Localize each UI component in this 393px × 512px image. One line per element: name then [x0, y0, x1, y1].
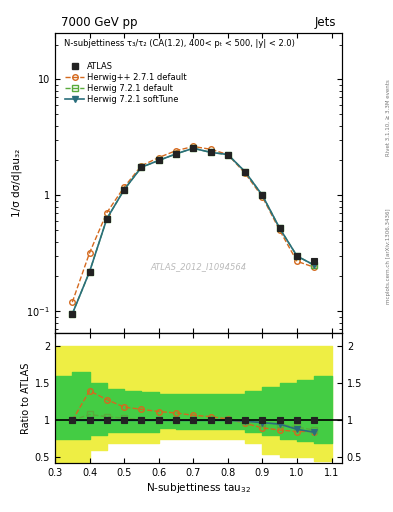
- Y-axis label: Ratio to ATLAS: Ratio to ATLAS: [20, 362, 31, 434]
- Text: ATLAS_2012_I1094564: ATLAS_2012_I1094564: [151, 263, 246, 271]
- X-axis label: N-subjettiness tau$_{32}$: N-subjettiness tau$_{32}$: [146, 481, 251, 495]
- Y-axis label: 1/σ dσ/d|au₃₂: 1/σ dσ/d|au₃₂: [12, 149, 22, 217]
- Text: mcplots.cern.ch [arXiv:1306.3436]: mcplots.cern.ch [arXiv:1306.3436]: [386, 208, 391, 304]
- Text: Jets: Jets: [315, 16, 336, 29]
- Legend: ATLAS, Herwig++ 2.7.1 default, Herwig 7.2.1 default, Herwig 7.2.1 softTune: ATLAS, Herwig++ 2.7.1 default, Herwig 7.…: [62, 58, 190, 108]
- Text: Rivet 3.1.10, ≥ 3.3M events: Rivet 3.1.10, ≥ 3.3M events: [386, 79, 391, 156]
- Text: 7000 GeV pp: 7000 GeV pp: [61, 16, 137, 29]
- Text: N-subjettiness τ₃/τ₂ (CA(1.2), 400< pₜ < 500, |y| < 2.0): N-subjettiness τ₃/τ₂ (CA(1.2), 400< pₜ <…: [64, 39, 294, 48]
